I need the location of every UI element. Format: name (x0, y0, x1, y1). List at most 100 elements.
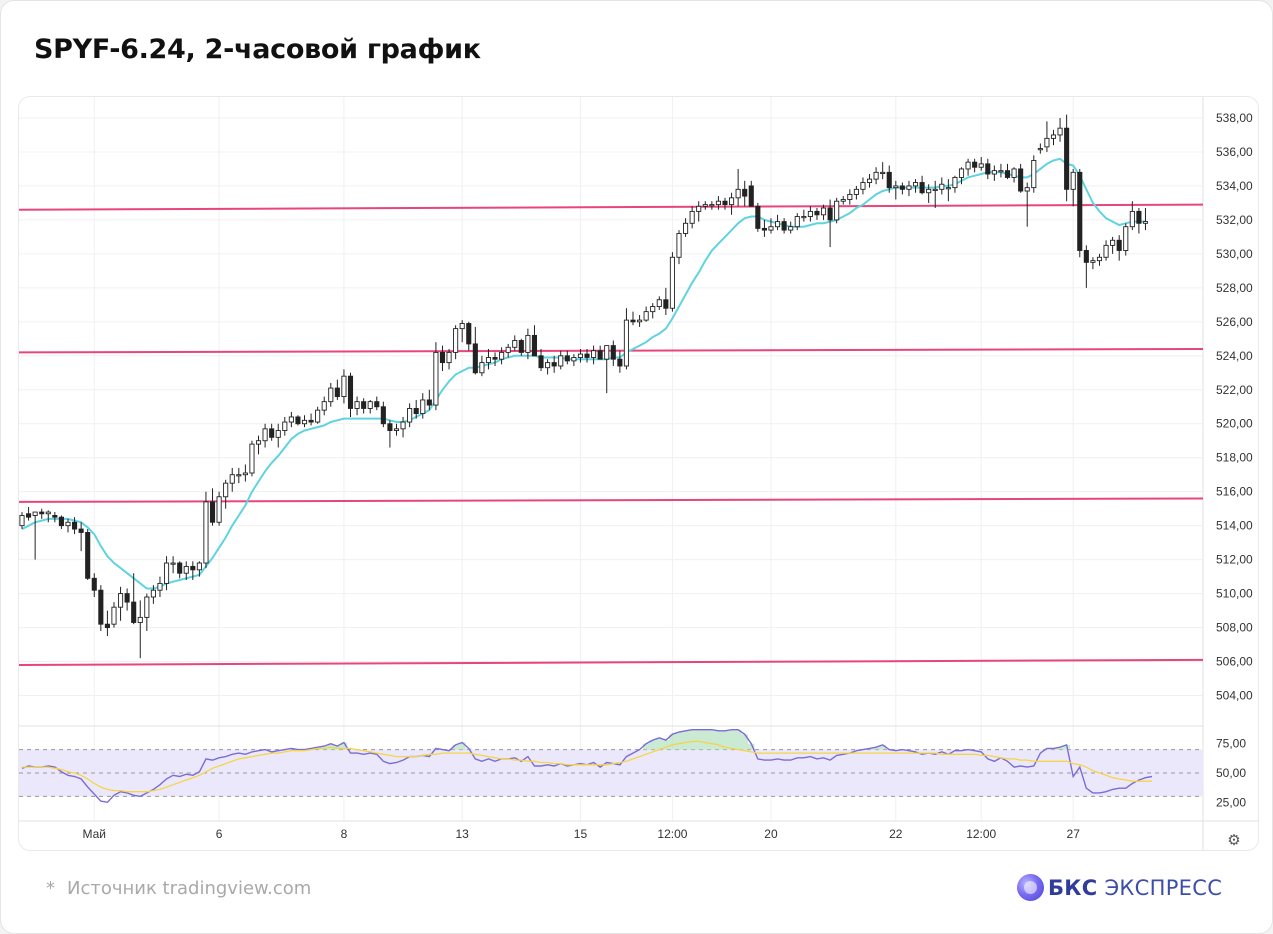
price-tick-label: 528,00 (1216, 281, 1253, 295)
candle (623, 308, 629, 370)
candle (117, 586, 124, 621)
candle (709, 201, 715, 210)
candle-body (52, 515, 58, 518)
candle-body (663, 299, 669, 309)
candle (847, 189, 853, 205)
candle (505, 343, 511, 358)
candle (131, 573, 137, 625)
candle-body (551, 362, 557, 367)
candle (755, 202, 761, 232)
candle-body (525, 334, 531, 353)
candle (321, 396, 327, 416)
candle (301, 415, 308, 428)
price-tick-label: 516,00 (1216, 485, 1253, 499)
candle-body (98, 589, 104, 625)
candle-body (216, 496, 222, 523)
candle-body (998, 170, 1004, 173)
candle-body (1123, 226, 1129, 251)
candle (768, 218, 774, 234)
candle (1070, 168, 1076, 207)
candle-body (104, 623, 110, 629)
candle (453, 325, 459, 360)
candle (722, 197, 728, 210)
candle-body (873, 171, 879, 180)
candle-body (58, 516, 64, 527)
candle-body (131, 601, 137, 623)
candle (1103, 240, 1109, 261)
candle (1123, 223, 1129, 256)
candle-body (932, 188, 938, 191)
candle (1083, 245, 1089, 288)
candlestick-chart[interactable]: 504,00 506,00 508,00 510,00 512,00 514,00 516,… (19, 97, 1258, 850)
candle (814, 208, 820, 220)
candle-body (1004, 170, 1011, 178)
candle (827, 199, 833, 248)
candle-body (144, 596, 150, 618)
candle-body (761, 227, 767, 231)
candle-body (485, 357, 492, 364)
candle-body (433, 351, 439, 406)
candle (255, 435, 262, 455)
level-line (19, 497, 1204, 503)
candle-body (209, 501, 216, 523)
candle-body (183, 565, 189, 574)
candle-body (860, 182, 866, 190)
candle (334, 379, 340, 400)
candle-body (117, 593, 124, 608)
candle (932, 180, 938, 209)
chart-settings-button[interactable]: ⚙ (1224, 831, 1244, 851)
time-tick-label: Май (83, 827, 107, 841)
candle (190, 561, 196, 581)
candle (1096, 253, 1103, 266)
price-tick-label: 532,00 (1216, 213, 1253, 227)
candle (72, 517, 78, 535)
candle-body (538, 355, 544, 369)
candle (558, 350, 564, 370)
candle-body (308, 419, 314, 423)
price-tick-label: 526,00 (1216, 315, 1253, 329)
candle (328, 382, 334, 407)
price-tick-label: 534,00 (1216, 179, 1253, 193)
candle (617, 350, 623, 373)
brand: БКС ЭКСПРЕСС (1017, 874, 1222, 901)
price-tick-label: 538,00 (1216, 111, 1253, 125)
candle (499, 347, 505, 365)
candle (840, 196, 846, 205)
candle-body (729, 197, 735, 206)
candle-body (334, 387, 340, 398)
time-tick-label: 8 (341, 827, 348, 841)
candle (1031, 155, 1037, 193)
candle-body (788, 226, 794, 231)
candle-body (413, 408, 419, 414)
page-title: SPYF-6.24, 2-часовой график (34, 34, 481, 65)
candle-body (1136, 210, 1142, 224)
candle-body (1116, 239, 1122, 251)
bks-logo-icon (1017, 874, 1044, 901)
source-note: * Источник tradingview.com (46, 878, 311, 899)
candle (137, 600, 143, 659)
candle-body (807, 210, 813, 217)
candle-body (656, 299, 662, 307)
price-tick-label: 530,00 (1216, 247, 1253, 261)
candle (1024, 182, 1030, 227)
candle-body (65, 521, 71, 527)
candle (196, 561, 202, 577)
candle (945, 179, 951, 202)
candle (880, 162, 886, 180)
candle-body (45, 511, 51, 515)
candle (1142, 208, 1149, 231)
candle (860, 177, 866, 195)
candle (939, 177, 945, 195)
candle (604, 345, 610, 394)
candle (1064, 114, 1070, 202)
candle (52, 512, 58, 523)
candle (393, 423, 400, 436)
source-star: * (46, 878, 55, 899)
candle-body (315, 409, 321, 423)
candle (866, 174, 873, 188)
candle (170, 556, 176, 574)
candle (820, 204, 827, 220)
candle-body (492, 357, 498, 360)
ema-line (21, 157, 1146, 590)
brand-name: БКС ЭКСПРЕСС (1048, 876, 1222, 900)
